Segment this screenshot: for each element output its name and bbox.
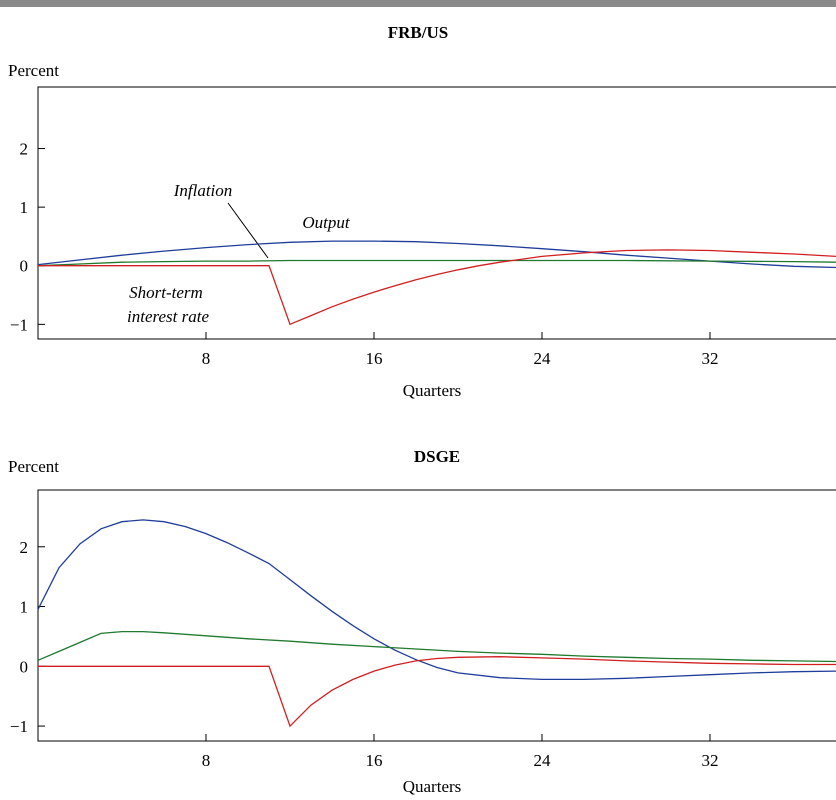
dsge-y-tick-label: 1 <box>20 598 29 617</box>
dsge-short-term-interest-rate-line <box>38 656 836 728</box>
dsge-y-tick-label: 0 <box>20 657 29 676</box>
frbus-y-axis-label: Percent <box>8 61 59 80</box>
frbus-x-tick-label: 16 <box>366 349 383 368</box>
dsge-y-axis-label: Percent <box>8 457 59 476</box>
dsge-axes-frame <box>37 489 836 742</box>
dsge-x-axis-label: Quarters <box>403 777 462 796</box>
dsge-x-tick-label: 8 <box>202 751 211 770</box>
frbus-output-line <box>38 240 836 269</box>
inflation-annotation: Inflation <box>173 181 233 200</box>
dsge-title: DSGE <box>414 447 460 466</box>
frbus-y-tick-label: 2 <box>20 140 29 159</box>
frbus-y-tick-label: 0 <box>20 257 29 276</box>
interest-rate-annotation-line1: Short-term <box>129 283 203 302</box>
dsge-panel: DSGE Percent Quarters 8 16 24 32 −1 0 1 2 <box>8 447 836 796</box>
frbus-y-tick-label: −1 <box>10 315 28 334</box>
top-rule <box>0 0 836 7</box>
inflation-leader-line <box>227 202 269 259</box>
output-annotation: Output <box>302 213 351 232</box>
dsge-x-tick-label: 24 <box>534 751 552 770</box>
frbus-axes-frame <box>37 86 836 340</box>
dsge-y-tick-label: −1 <box>10 717 28 736</box>
dsge-y-tick-label: 2 <box>20 538 29 557</box>
dsge-inflation-line <box>38 630 836 663</box>
frbus-panel: FRB/US Percent Quarters Inflation Output… <box>8 23 836 400</box>
interest-rate-annotation-line2: interest rate <box>127 307 209 326</box>
frbus-x-tick-label: 24 <box>534 349 552 368</box>
frbus-x-axis-label: Quarters <box>403 381 462 400</box>
frbus-x-tick-label: 32 <box>702 349 719 368</box>
dsge-x-tick-label: 16 <box>366 751 383 770</box>
dsge-x-tick-label: 32 <box>702 751 719 770</box>
frbus-y-tick-label: 1 <box>20 198 29 217</box>
dsge-output-line <box>38 519 836 681</box>
frbus-title: FRB/US <box>388 23 448 42</box>
frbus-inflation-line <box>38 259 836 267</box>
frbus-short-term-interest-rate-line <box>38 249 836 326</box>
frbus-x-tick-label: 8 <box>202 349 211 368</box>
